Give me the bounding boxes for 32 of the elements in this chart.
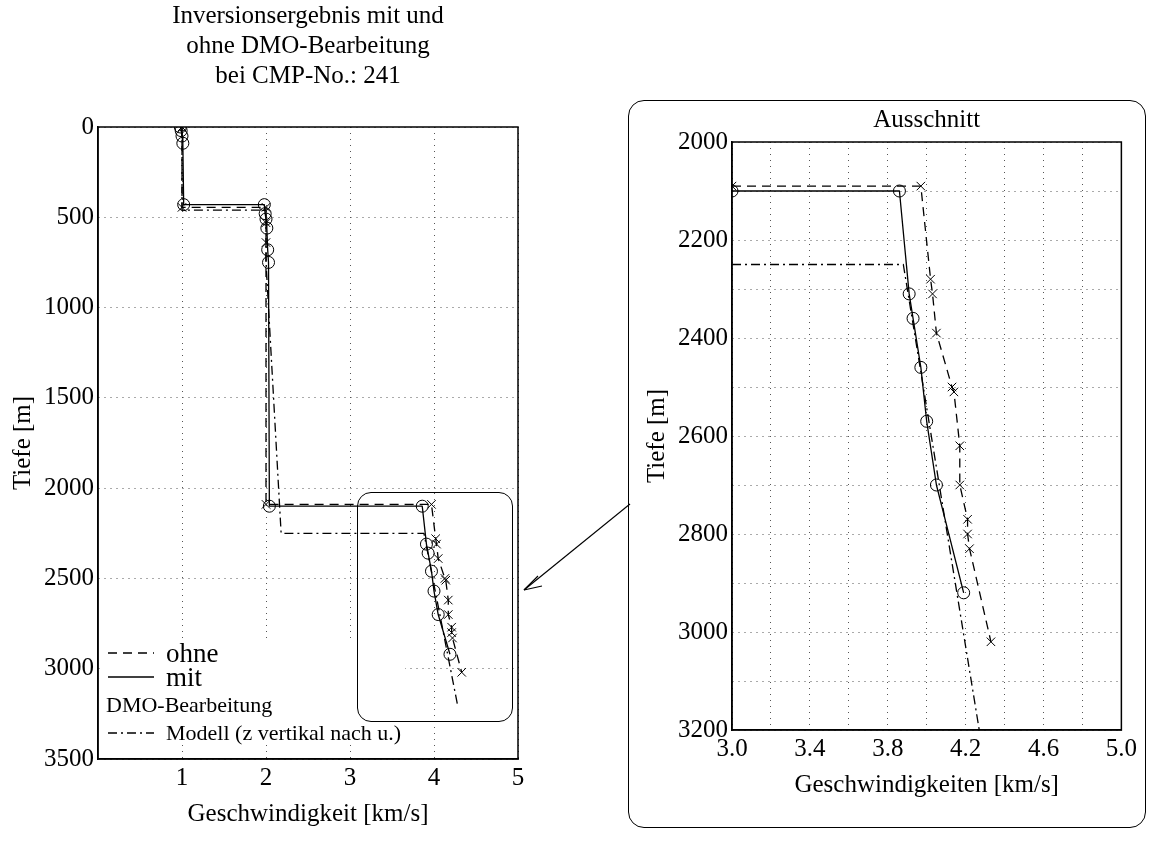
y-tick-label: 3000 bbox=[678, 616, 728, 644]
y-tick-label: 500 bbox=[56, 201, 94, 229]
x-axis-title: Geschwindigkeit [km/s] bbox=[187, 798, 429, 826]
y-axis-title: Tiefe [m] bbox=[641, 388, 669, 484]
x-tick-label: 5 bbox=[511, 762, 525, 790]
x-tick-label: 3.4 bbox=[794, 733, 826, 761]
y-tick-label: 2400 bbox=[678, 322, 728, 350]
y-tick-label: 0 bbox=[81, 111, 94, 139]
chart-title: Ausschnitt bbox=[872, 104, 982, 132]
y-tick-label: 2800 bbox=[678, 518, 728, 546]
legend-title: DMO-Bearbeitung bbox=[106, 692, 274, 717]
y-tick-label: 2000 bbox=[678, 126, 728, 154]
y-tick-label: 2500 bbox=[44, 562, 94, 590]
y-axis-title: Tiefe [m] bbox=[7, 395, 35, 491]
legend-label: Modell (z vertikal nach u.) bbox=[166, 720, 402, 745]
x-tick-label: 3 bbox=[343, 762, 357, 790]
y-tick-label: 3500 bbox=[44, 743, 94, 771]
y-tick-label: 1000 bbox=[44, 292, 94, 320]
chart-title: Inversionsergebnis mit und ohne DMO-Bearbeitung bei CMP-No.: 241 bbox=[171, 0, 445, 90]
y-tick-label: 2000 bbox=[44, 472, 94, 500]
x-tick-label: 3.8 bbox=[872, 733, 904, 761]
x-tick-label: 5.0 bbox=[1105, 733, 1137, 761]
y-tick-label: 3000 bbox=[44, 653, 94, 681]
y-tick-label: 1500 bbox=[44, 382, 94, 410]
x-tick-label: 1 bbox=[175, 762, 189, 790]
x-tick-label: 4.2 bbox=[950, 733, 982, 761]
y-tick-label: 2200 bbox=[678, 224, 728, 252]
x-tick-label: 4.6 bbox=[1027, 733, 1060, 761]
y-tick-label: 2600 bbox=[678, 420, 728, 448]
x-tick-label: 2 bbox=[259, 762, 273, 790]
x-tick-label: 4 bbox=[427, 762, 441, 790]
x-axis-title: Geschwindigkeiten [km/s] bbox=[794, 769, 1059, 797]
